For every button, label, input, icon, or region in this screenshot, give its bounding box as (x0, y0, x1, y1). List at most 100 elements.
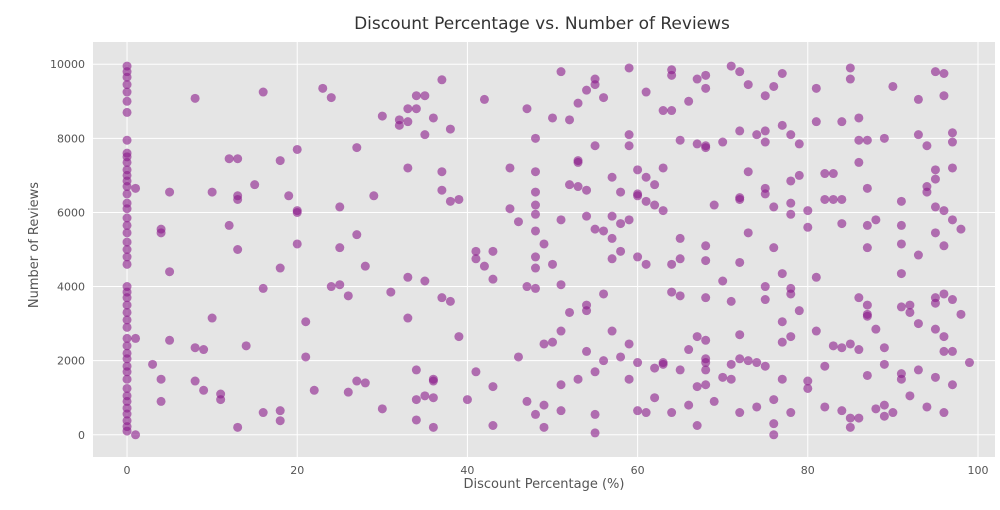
data-point (786, 209, 796, 219)
data-point (122, 322, 132, 332)
data-point (701, 380, 711, 390)
data-point (258, 408, 268, 418)
data-point (616, 246, 626, 256)
data-point (122, 383, 132, 393)
data-point (939, 289, 949, 299)
data-point (122, 307, 132, 317)
data-point (879, 411, 889, 421)
data-point (122, 189, 132, 199)
data-point (428, 422, 438, 432)
data-point (947, 295, 957, 305)
data-point (437, 293, 447, 303)
data-point (947, 128, 957, 138)
data-point (624, 63, 634, 73)
data-point (131, 183, 141, 193)
data-point (658, 359, 668, 369)
data-point (913, 250, 923, 260)
data-point (913, 130, 923, 140)
data-point (556, 215, 566, 225)
data-point (862, 300, 872, 310)
data-point (122, 333, 132, 343)
data-point (922, 402, 932, 412)
data-point (530, 252, 540, 262)
data-point (794, 139, 804, 149)
data-point (786, 130, 796, 140)
data-point (122, 361, 132, 371)
data-point (905, 300, 915, 310)
data-point (573, 374, 583, 384)
data-point (624, 374, 634, 384)
data-point (879, 133, 889, 143)
y-tick-label: 8000 (57, 132, 85, 145)
data-point (947, 346, 957, 356)
data-point (607, 172, 617, 182)
data-point (650, 180, 660, 190)
data-point (548, 113, 558, 123)
data-point (590, 224, 600, 234)
data-point (199, 385, 209, 395)
data-point (956, 309, 966, 319)
data-point (675, 365, 685, 375)
data-point (624, 215, 634, 225)
data-point (658, 106, 668, 116)
data-point (811, 83, 821, 93)
data-point (420, 276, 430, 286)
data-point (930, 298, 940, 308)
data-point (122, 237, 132, 247)
data-point (522, 396, 532, 406)
data-point (233, 154, 243, 164)
data-point (939, 91, 949, 101)
data-point (616, 187, 626, 197)
data-point (599, 226, 609, 236)
data-point (360, 261, 370, 271)
data-point (786, 198, 796, 208)
data-point (667, 408, 677, 418)
data-point (565, 307, 575, 317)
data-point (505, 204, 515, 214)
data-point (607, 326, 617, 336)
data-point (122, 96, 132, 106)
data-point (292, 144, 302, 154)
data-point (556, 67, 566, 77)
data-point (701, 143, 711, 153)
data-point (820, 169, 830, 179)
data-point (947, 380, 957, 390)
data-point (411, 395, 421, 405)
data-point (667, 259, 677, 269)
data-point (905, 391, 915, 401)
data-point (675, 254, 685, 264)
data-point (650, 393, 660, 403)
data-point (896, 374, 906, 384)
data-point (233, 422, 243, 432)
data-point (845, 63, 855, 73)
data-point (224, 220, 234, 230)
data-point (462, 395, 472, 405)
data-point (122, 80, 132, 90)
data-point (284, 191, 294, 201)
data-point (854, 413, 864, 423)
data-point (530, 283, 540, 293)
data-point (522, 282, 532, 292)
data-point (803, 222, 813, 232)
data-point (556, 406, 566, 416)
data-point (131, 333, 141, 343)
data-point (752, 402, 762, 412)
data-point (207, 187, 217, 197)
data-point (454, 332, 464, 342)
data-point (811, 272, 821, 282)
data-point (530, 209, 540, 219)
data-point (862, 220, 872, 230)
data-point (488, 246, 498, 256)
data-point (360, 378, 370, 388)
data-point (879, 343, 889, 353)
data-point (122, 341, 132, 351)
data-point (692, 382, 702, 392)
y-tick-label: 6000 (57, 206, 85, 219)
data-point (573, 156, 583, 166)
data-point (599, 356, 609, 366)
data-point (837, 219, 847, 229)
data-point (122, 348, 132, 358)
data-point (684, 345, 694, 355)
data-point (862, 370, 872, 380)
